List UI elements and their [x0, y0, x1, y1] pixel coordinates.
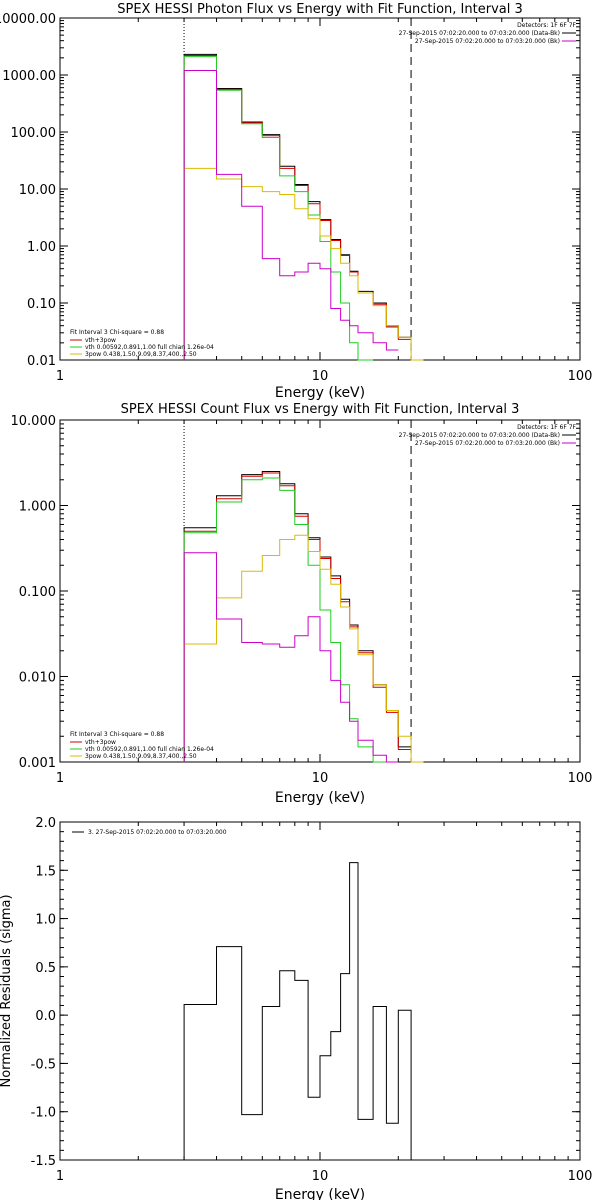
x-axis-label: Energy (keV) [275, 790, 365, 806]
y-tick-label: 10.00 [19, 183, 56, 198]
legend-entry-vth: vth 0.00592,0.891,1.00 full chian 1.26e-… [85, 746, 214, 753]
y-tick-label: 10000.00 [0, 12, 56, 27]
legend-right: Detectors: 1F 6F 7F 27-Sep-2015 07:02:20… [399, 22, 577, 45]
legend-entry-data: 27-Sep-2015 07:02:20.000 to 07:03:20.000… [399, 432, 560, 439]
legend-entry-bk: 27-Sep-2015 07:02:20.000 to 07:03:20.000… [415, 38, 560, 45]
y-tick-label: -1.5 [31, 1154, 56, 1169]
y-tick-label: 0.0 [35, 1009, 56, 1024]
plot-frame [59, 17, 581, 361]
legend-entry-vth3pow: vth+3pow [85, 739, 116, 746]
x-tick-label: 1 [56, 771, 64, 786]
x-tick-label: 1 [56, 1169, 64, 1184]
x-tick-label: 100 [568, 1169, 593, 1184]
legend-header: Detectors: 1F 6F 7F [517, 22, 576, 29]
series-group [183, 53, 424, 361]
legend-entry-residual: 3. 27-Sep-2015 07:02:20.000 to 07:03:20.… [88, 829, 227, 836]
legend-entry-3pow: 3pow 0.438,1.50,9.09,8.37,400.,2.50 [85, 753, 197, 760]
legend-entry-vth: vth 0.00592,0.891,1.00 full chian 1.26e-… [85, 344, 214, 351]
y-axis-ticks: -1.5 -1.0 -0.5 0.0 0.5 1.0 1.5 2.0 [31, 816, 580, 1169]
series-4-line [183, 70, 399, 360]
x-tick-label: 10 [312, 1169, 329, 1184]
legend-entry-bk: 27-Sep-2015 07:02:20.000 to 07:03:20.000… [415, 440, 560, 447]
legend-entry-3pow: 3pow 0.438,1.50,9.09,8.37,400.,2.50 [85, 351, 197, 358]
y-tick-label: 1.0 [35, 913, 56, 928]
y-tick-label: 1.00 [27, 240, 56, 255]
y-tick-label: 0.10 [27, 297, 56, 312]
y-tick-label: 0.100 [19, 585, 56, 600]
x-axis-label: Energy (keV) [275, 1187, 365, 1200]
y-tick-label: 1000.00 [2, 69, 56, 84]
x-tick-label: 10 [312, 369, 329, 384]
series-0-line [183, 862, 412, 1160]
photon-flux-panel: SPEX HESSI Photon Flux vs Energy with Fi… [0, 2, 592, 401]
x-axis-label: Energy (keV) [275, 385, 365, 401]
y-tick-label: -1.0 [31, 1106, 56, 1121]
y-tick-label: 0.01 [27, 354, 56, 369]
legend-entry-vth3pow: vth+3pow [85, 337, 116, 344]
legend-header: Fit Interval 3 Chi-square = 0.88 [70, 731, 164, 738]
count-flux-panel: SPEX HESSI Count Flux vs Energy with Fit… [11, 402, 593, 806]
y-axis-ticks: 0.001 0.010 0.100 1.000 10.000 [11, 414, 580, 771]
series-0-line [183, 471, 412, 762]
x-tick-label: 100 [568, 369, 593, 384]
y-tick-label: 1.000 [19, 500, 56, 515]
series-3-line [183, 534, 424, 763]
residuals-panel: -1.5 -1.0 -0.5 0.0 0.5 1.0 1.5 2.0 1 10 100 Energ… [0, 816, 592, 1200]
y-tick-label: 10.000 [11, 414, 57, 429]
legend-header: Detectors: 1F 6F 7F [517, 424, 576, 431]
y-axis-ticks: 0.01 0.10 1.00 10.00 100.00 1000.00 10000.00 [0, 12, 580, 369]
series-3-line [183, 167, 424, 361]
legend-left: Fit Interval 3 Chi-square = 0.88 vth+3po… [70, 731, 214, 760]
x-tick-label: 100 [568, 771, 593, 786]
series-1-line [183, 55, 412, 360]
legend-entry-data: 27-Sep-2015 07:02:20.000 to 07:03:20.000… [399, 30, 560, 37]
plot-frame [59, 821, 581, 1161]
x-axis-ticks: 1 10 100 [56, 822, 593, 1184]
series-4-line [183, 552, 399, 763]
reference-lines [183, 420, 412, 762]
series-1-line [183, 472, 412, 762]
reference-lines [183, 18, 412, 360]
series-2-line [183, 56, 374, 361]
x-tick-label: 1 [56, 369, 64, 384]
series-0-line [183, 53, 412, 360]
series-group [183, 862, 412, 1160]
y-tick-label: 1.5 [35, 864, 56, 879]
series-2-line [183, 477, 387, 763]
y-tick-label: -0.5 [31, 1057, 56, 1072]
chart-title: SPEX HESSI Count Flux vs Energy with Fit… [121, 402, 520, 417]
x-tick-label: 10 [312, 771, 329, 786]
legend-right: Detectors: 1F 6F 7F 27-Sep-2015 07:02:20… [399, 424, 577, 447]
y-tick-label: 2.0 [35, 816, 56, 831]
legend-header: Fit Interval 3 Chi-square = 0.88 [70, 329, 164, 336]
y-tick-label: 0.010 [19, 671, 56, 686]
x-axis-ticks: 1 10 100 [56, 18, 593, 384]
legend-left: Fit Interval 3 Chi-square = 0.88 vth+3po… [70, 329, 214, 358]
series-group [183, 471, 424, 763]
y-tick-label: 0.001 [19, 756, 56, 771]
y-axis-label: Normalized Residuals (sigma) [0, 894, 14, 1087]
chart-title: SPEX HESSI Photon Flux vs Energy with Fi… [117, 2, 523, 17]
y-tick-label: 0.5 [35, 961, 56, 976]
y-tick-label: 100.00 [11, 126, 57, 141]
legend-top: 3. 27-Sep-2015 07:02:20.000 to 07:03:20.… [72, 829, 227, 836]
